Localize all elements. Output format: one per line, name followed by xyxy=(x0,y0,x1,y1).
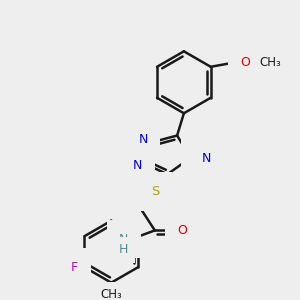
Text: F: F xyxy=(71,261,78,274)
Text: N: N xyxy=(119,232,128,246)
Text: CH₃: CH₃ xyxy=(259,56,281,69)
Text: O: O xyxy=(241,56,250,69)
Text: N: N xyxy=(139,133,148,146)
Text: H: H xyxy=(119,243,128,256)
Text: N: N xyxy=(194,151,203,164)
Text: S: S xyxy=(151,185,159,198)
Text: N: N xyxy=(133,159,142,172)
Text: N: N xyxy=(202,152,211,165)
Text: CH₃: CH₃ xyxy=(100,288,122,300)
Text: H: H xyxy=(207,147,217,161)
Text: O: O xyxy=(177,224,187,237)
Text: H: H xyxy=(207,157,217,170)
